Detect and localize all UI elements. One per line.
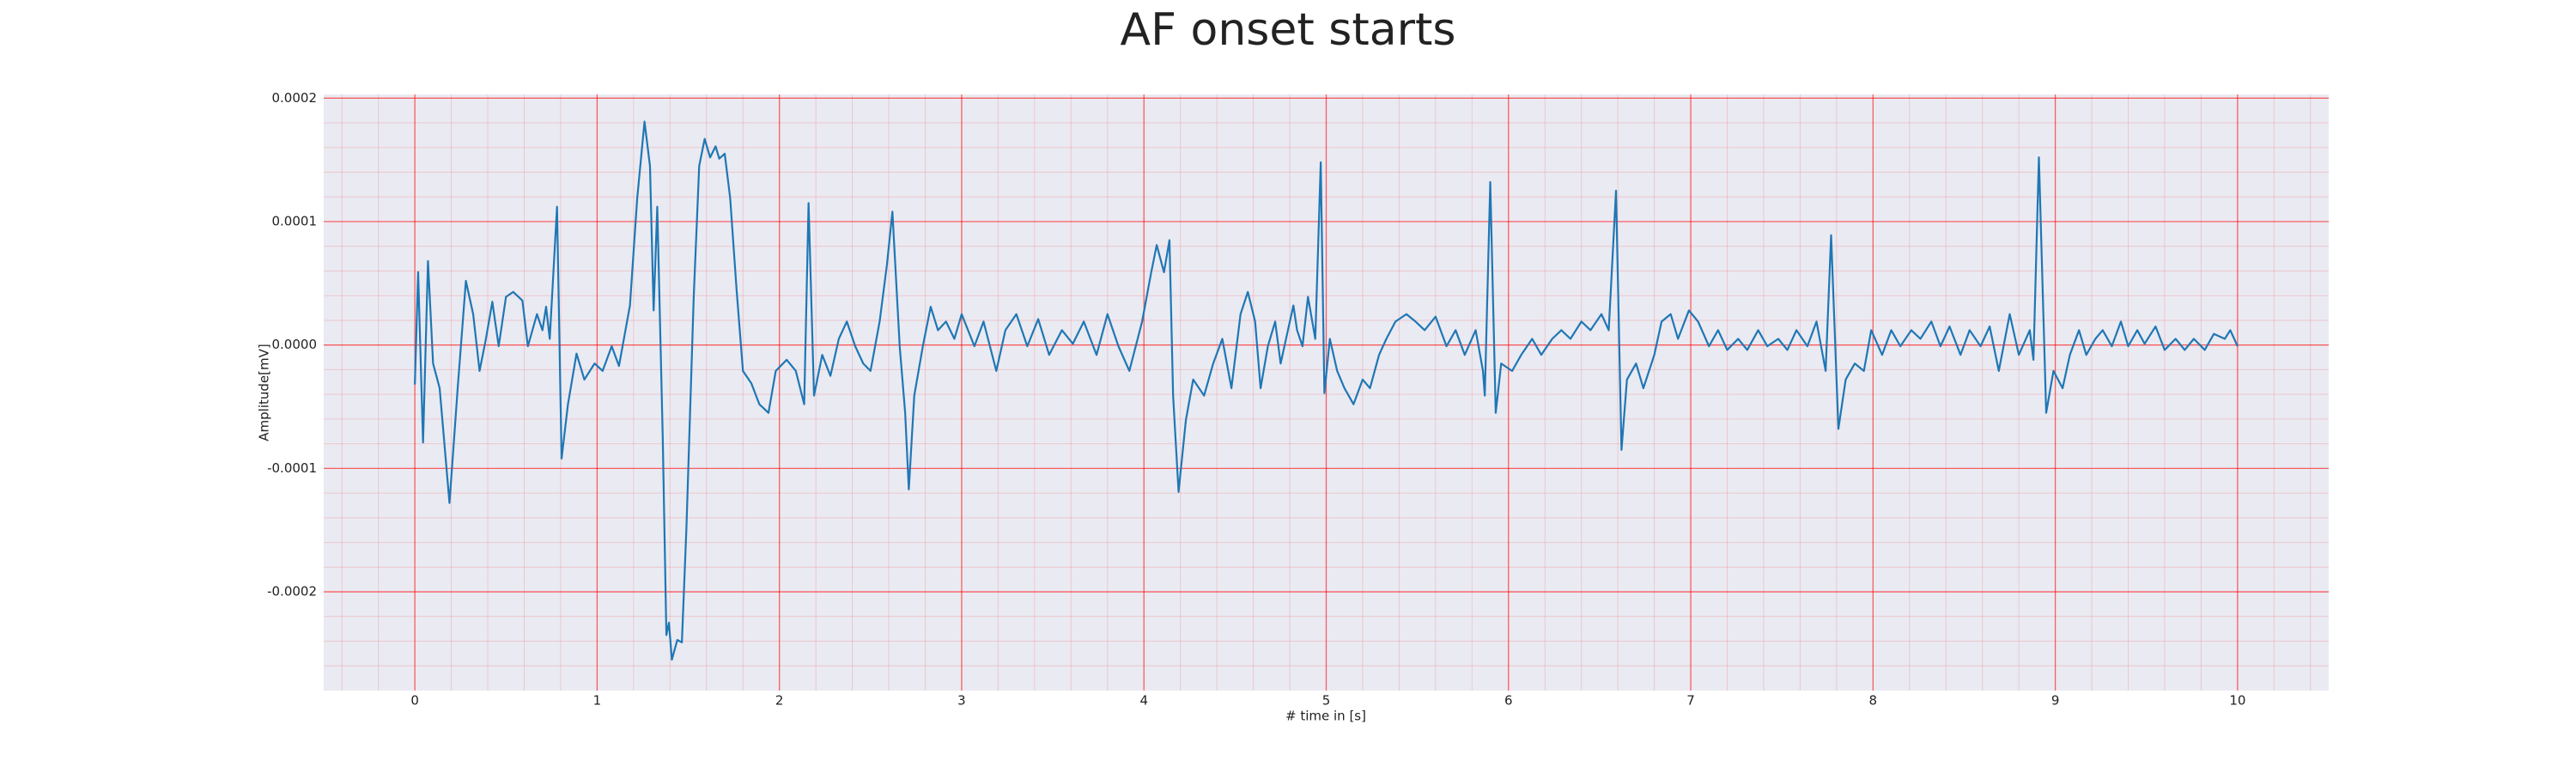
signal-line	[414, 120, 2239, 661]
x-tick-label: 7	[1686, 693, 1695, 709]
x-tick-label: 6	[1504, 693, 1513, 709]
x-tick-label: 10	[2229, 693, 2245, 709]
x-tick-label: 9	[2051, 693, 2060, 709]
y-tick-label: 0.0001	[272, 213, 318, 228]
x-tick-label: 8	[1869, 693, 1878, 709]
y-tick-label: -0.0001	[267, 460, 317, 476]
x-tick-label: 4	[1139, 693, 1148, 709]
y-axis-label: Amplitude[mV]	[257, 344, 272, 441]
x-tick-label: 3	[957, 693, 966, 709]
x-tick-label: 5	[1322, 693, 1331, 709]
y-tick-label: -0.0002	[267, 584, 317, 600]
y-tick-label: 0.0002	[272, 90, 318, 106]
x-axis-label: # time in [s]	[1285, 709, 1366, 724]
x-tick-label: 0	[410, 693, 419, 709]
y-tick-label: 0.0000	[272, 337, 318, 352]
x-tick-label: 1	[593, 693, 602, 709]
x-tick-label: 2	[775, 693, 784, 709]
chart-title: AF onset starts	[1121, 4, 1456, 56]
